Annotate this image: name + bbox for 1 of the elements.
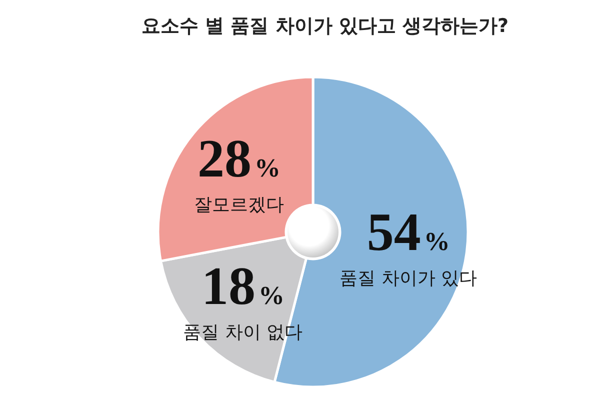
chart-title: 요소수 별 품질 차이가 있다고 생각하는가? <box>141 15 509 37</box>
